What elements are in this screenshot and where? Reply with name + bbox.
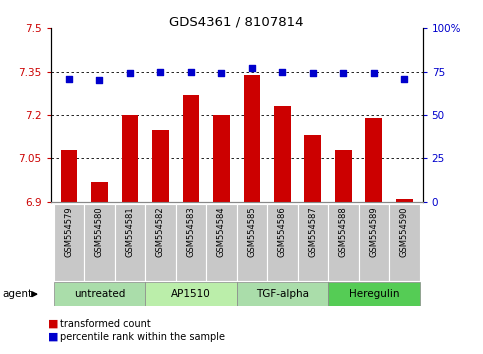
Bar bbox=[122, 115, 138, 202]
Bar bbox=[237, 204, 267, 281]
Bar bbox=[61, 150, 77, 202]
Bar bbox=[152, 130, 169, 202]
Bar bbox=[274, 106, 291, 202]
Bar bbox=[328, 204, 358, 281]
Bar bbox=[145, 282, 237, 306]
Bar bbox=[304, 135, 321, 202]
Text: AP1510: AP1510 bbox=[171, 289, 211, 299]
Bar bbox=[396, 199, 412, 202]
Text: GSM554589: GSM554589 bbox=[369, 207, 378, 257]
Bar bbox=[243, 75, 260, 202]
Text: GSM554582: GSM554582 bbox=[156, 207, 165, 257]
Bar bbox=[176, 204, 206, 281]
Bar bbox=[366, 118, 382, 202]
Bar bbox=[145, 204, 176, 281]
Text: GSM554581: GSM554581 bbox=[126, 207, 134, 257]
Bar bbox=[298, 204, 328, 281]
Point bbox=[187, 69, 195, 75]
Text: GSM554586: GSM554586 bbox=[278, 207, 287, 257]
Bar bbox=[358, 204, 389, 281]
Point bbox=[309, 70, 317, 76]
Text: GSM554587: GSM554587 bbox=[308, 207, 317, 257]
Text: percentile rank within the sample: percentile rank within the sample bbox=[60, 332, 226, 342]
Point bbox=[279, 69, 286, 75]
Bar bbox=[54, 204, 84, 281]
Point bbox=[217, 70, 225, 76]
Point bbox=[248, 65, 256, 71]
Bar bbox=[213, 115, 230, 202]
Text: GDS4361 / 8107814: GDS4361 / 8107814 bbox=[170, 16, 304, 29]
Text: untreated: untreated bbox=[74, 289, 125, 299]
Point bbox=[370, 70, 378, 76]
Point bbox=[400, 76, 408, 81]
Text: GSM554580: GSM554580 bbox=[95, 207, 104, 257]
Bar bbox=[91, 182, 108, 202]
Text: GSM554585: GSM554585 bbox=[247, 207, 256, 257]
Point bbox=[156, 69, 164, 75]
Point bbox=[340, 70, 347, 76]
Point bbox=[126, 70, 134, 76]
Bar bbox=[267, 204, 298, 281]
Text: GSM554584: GSM554584 bbox=[217, 207, 226, 257]
Text: agent: agent bbox=[2, 289, 32, 299]
Bar bbox=[84, 204, 115, 281]
Text: TGF-alpha: TGF-alpha bbox=[256, 289, 309, 299]
Bar bbox=[237, 282, 328, 306]
Text: transformed count: transformed count bbox=[60, 319, 151, 329]
Bar bbox=[206, 204, 237, 281]
Text: GSM554588: GSM554588 bbox=[339, 207, 348, 257]
Text: Heregulin: Heregulin bbox=[349, 289, 399, 299]
Bar bbox=[389, 204, 420, 281]
Bar bbox=[335, 150, 352, 202]
Text: GSM554590: GSM554590 bbox=[400, 207, 409, 257]
Text: ■: ■ bbox=[48, 332, 59, 342]
Bar bbox=[54, 282, 145, 306]
Text: ■: ■ bbox=[48, 319, 59, 329]
Bar bbox=[328, 282, 420, 306]
Point bbox=[65, 76, 73, 81]
Bar bbox=[183, 95, 199, 202]
Point bbox=[96, 78, 103, 83]
Text: GSM554579: GSM554579 bbox=[65, 207, 73, 257]
Text: GSM554583: GSM554583 bbox=[186, 207, 196, 257]
Bar bbox=[115, 204, 145, 281]
